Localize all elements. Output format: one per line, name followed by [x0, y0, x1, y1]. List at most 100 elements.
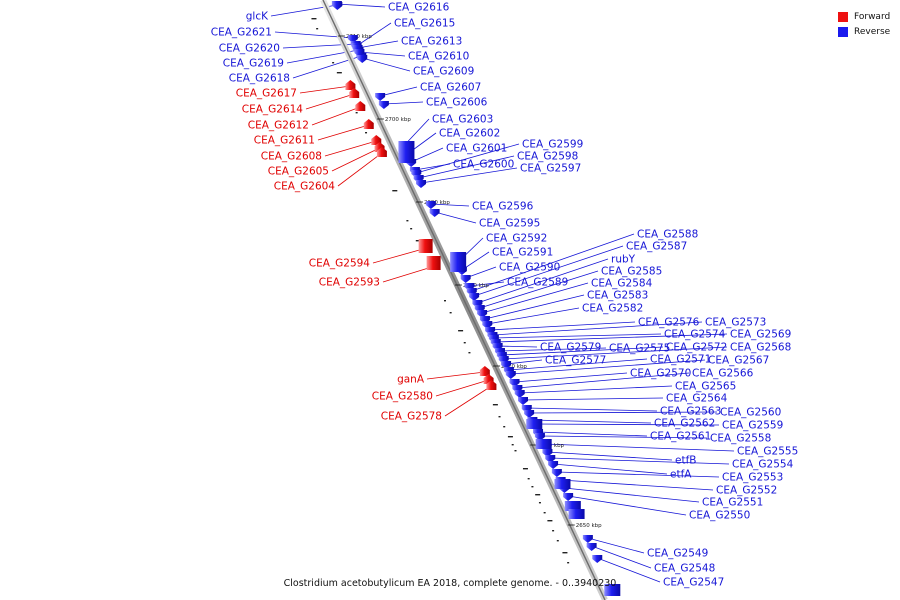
- gene-label-right-38[interactable]: CEA_G2570: [630, 368, 691, 380]
- gene-label-right-51[interactable]: etfA: [670, 469, 692, 481]
- gene-cluster-block-5[interactable]: [564, 501, 581, 511]
- gene-label-right-12[interactable]: CEA_G2598: [517, 151, 578, 163]
- gene-feature-right-18[interactable]: [460, 275, 471, 283]
- gene-label-right-18[interactable]: CEA_G2590: [499, 262, 560, 274]
- gene-label-right-39[interactable]: CEA_G2566: [692, 368, 754, 380]
- gene-cluster-block-2[interactable]: [526, 419, 543, 429]
- gene-feature-right-21[interactable]: [469, 293, 480, 301]
- gene-label-right-2[interactable]: CEA_G2613: [401, 36, 462, 48]
- gene-label-right-13[interactable]: CEA_G2597: [520, 163, 581, 175]
- gene-label-right-35[interactable]: CEA_G2577: [545, 355, 606, 367]
- gene-label-right-42[interactable]: CEA_G2563: [660, 406, 721, 418]
- gene-feature-right-13[interactable]: [416, 180, 427, 188]
- gene-feature-left-6[interactable]: [349, 88, 360, 98]
- gene-label-left-6[interactable]: CEA_G2614: [242, 104, 304, 116]
- gene-label-right-53[interactable]: CEA_G2552: [716, 485, 777, 497]
- forward-block-1[interactable]: [426, 256, 441, 270]
- gene-label-left-9[interactable]: CEA_G2608: [261, 151, 322, 163]
- gene-label-right-56[interactable]: CEA_G2549: [647, 548, 708, 560]
- gene-label-right-55[interactable]: CEA_G2550: [689, 510, 750, 522]
- gene-label-right-23[interactable]: CEA_G2585: [601, 266, 662, 278]
- gene-cluster-block-0[interactable]: [398, 141, 415, 163]
- gene-label-right-36[interactable]: CEA_G2571: [650, 354, 711, 366]
- gene-feature-right-14[interactable]: [425, 201, 436, 209]
- gene-label-left-8[interactable]: CEA_G2611: [254, 135, 315, 147]
- gene-label-right-20[interactable]: CEA_G2588: [637, 229, 698, 241]
- gene-label-right-4[interactable]: CEA_G2609: [413, 66, 474, 78]
- gene-label-right-34[interactable]: CEA_G2568: [730, 342, 791, 354]
- gene-label-right-41[interactable]: CEA_G2564: [666, 393, 728, 405]
- gene-label-left-0[interactable]: glcK: [246, 11, 269, 23]
- gene-cluster-block-6[interactable]: [568, 509, 585, 519]
- gene-label-left-1[interactable]: CEA_G2621: [211, 27, 272, 39]
- gene-feature-right-55[interactable]: [563, 493, 574, 501]
- gene-feature-right-57[interactable]: [586, 543, 597, 551]
- gene-label-right-45[interactable]: CEA_G2559: [722, 420, 783, 432]
- gene-label-right-46[interactable]: CEA_G2561: [650, 431, 711, 443]
- gene-feature-right-58[interactable]: [592, 555, 603, 563]
- gene-label-right-48[interactable]: CEA_G2555: [737, 446, 798, 458]
- gene-label-right-37[interactable]: CEA_G2567: [708, 355, 769, 367]
- gene-label-right-29[interactable]: CEA_G2574: [664, 329, 726, 341]
- gene-label-right-52[interactable]: CEA_G2553: [722, 472, 783, 484]
- gene-label-right-58[interactable]: CEA_G2547: [663, 577, 724, 589]
- gene-label-right-32[interactable]: CEA_G2575: [609, 343, 670, 355]
- gene-cluster-block-1[interactable]: [450, 252, 467, 272]
- gene-feature-right-56[interactable]: [582, 535, 593, 543]
- gene-feature-right-5[interactable]: [375, 93, 386, 101]
- gene-feature-right-51[interactable]: [548, 461, 559, 469]
- gene-label-right-6[interactable]: CEA_G2606: [426, 97, 488, 109]
- gene-feature-left-8[interactable]: [363, 119, 374, 129]
- gene-label-right-19[interactable]: CEA_G2589: [507, 277, 568, 289]
- gene-label-right-5[interactable]: CEA_G2607: [420, 82, 481, 94]
- gene-label-right-0[interactable]: CEA_G2616: [388, 2, 450, 14]
- gene-label-right-21[interactable]: CEA_G2587: [626, 241, 687, 253]
- gene-cluster-block-7[interactable]: [604, 584, 621, 596]
- gene-feature-left-14[interactable]: [479, 366, 490, 376]
- gene-feature-right-6[interactable]: [378, 101, 389, 109]
- gene-label-right-27[interactable]: CEA_G2576: [638, 317, 700, 329]
- gene-label-right-8[interactable]: CEA_G2602: [439, 128, 500, 140]
- gene-label-right-15[interactable]: CEA_G2595: [479, 218, 540, 230]
- gene-label-right-17[interactable]: CEA_G2591: [492, 247, 553, 259]
- gene-label-right-47[interactable]: CEA_G2558: [710, 433, 771, 445]
- gene-label-right-31[interactable]: CEA_G2579: [540, 342, 601, 354]
- gene-label-left-10[interactable]: CEA_G2605: [268, 166, 329, 178]
- gene-label-right-44[interactable]: CEA_G2562: [654, 418, 715, 430]
- gene-label-left-4[interactable]: CEA_G2618: [229, 73, 290, 85]
- gene-label-right-24[interactable]: CEA_G2584: [591, 278, 653, 290]
- gene-label-left-16[interactable]: CEA_G2578: [381, 411, 442, 423]
- gene-label-right-16[interactable]: CEA_G2592: [486, 233, 547, 245]
- gene-label-right-40[interactable]: CEA_G2565: [675, 381, 736, 393]
- gene-label-right-14[interactable]: CEA_G2596: [472, 201, 534, 213]
- gene-label-left-3[interactable]: CEA_G2619: [223, 58, 284, 70]
- gene-cluster-block-3[interactable]: [535, 439, 552, 449]
- gene-feature-left-9[interactable]: [371, 135, 382, 145]
- gene-label-right-28[interactable]: CEA_G2573: [705, 317, 766, 329]
- gene-label-left-14[interactable]: ganA: [397, 374, 425, 386]
- gene-label-right-30[interactable]: CEA_G2569: [730, 329, 791, 341]
- gene-cluster-block-4[interactable]: [554, 479, 571, 489]
- gene-label-right-49[interactable]: etfB: [675, 455, 696, 467]
- gene-label-right-26[interactable]: CEA_G2582: [582, 303, 643, 315]
- gene-label-right-3[interactable]: CEA_G2610: [408, 51, 469, 63]
- gene-label-right-22[interactable]: rubY: [611, 254, 636, 266]
- gene-label-right-57[interactable]: CEA_G2548: [654, 563, 715, 575]
- gene-label-left-2[interactable]: CEA_G2620: [219, 43, 280, 55]
- gene-feature-left-16[interactable]: [486, 380, 497, 390]
- gene-feature-right-37[interactable]: [505, 371, 516, 379]
- gene-feature-right-4[interactable]: [357, 55, 368, 63]
- gene-feature-right-41[interactable]: [518, 397, 528, 405]
- forward-block-0[interactable]: [418, 239, 433, 253]
- gene-label-right-10[interactable]: CEA_G2600: [453, 159, 514, 171]
- gene-label-right-9[interactable]: CEA_G2601: [446, 143, 507, 155]
- gene-feature-left-11[interactable]: [376, 147, 387, 157]
- gene-feature-right-52[interactable]: [551, 469, 562, 477]
- gene-label-left-13[interactable]: CEA_G2593: [319, 277, 380, 289]
- gene-label-right-7[interactable]: CEA_G2603: [432, 114, 493, 126]
- gene-label-right-11[interactable]: CEA_G2599: [522, 139, 583, 151]
- gene-label-right-1[interactable]: CEA_G2615: [394, 18, 455, 30]
- gene-feature-right-43[interactable]: [524, 410, 535, 418]
- gene-label-left-12[interactable]: CEA_G2594: [309, 258, 371, 270]
- gene-feature-left-7[interactable]: [355, 101, 366, 111]
